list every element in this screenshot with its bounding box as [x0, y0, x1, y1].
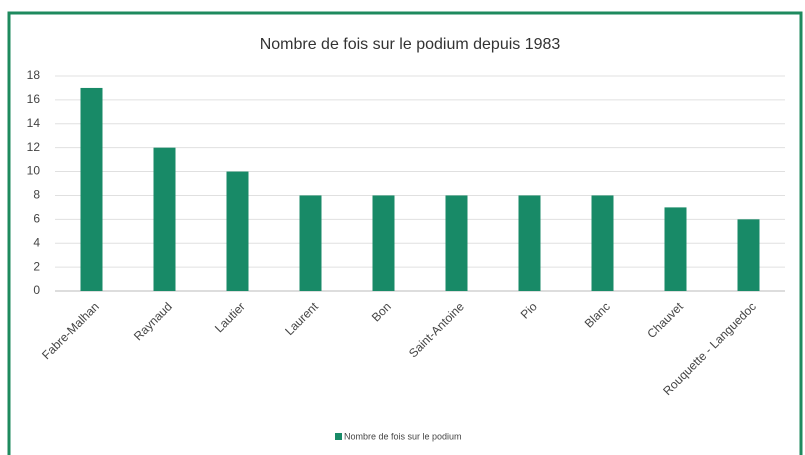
y-tick-label: 18	[27, 68, 41, 82]
chart-title: Nombre de fois sur le podium depuis 1983	[260, 36, 561, 53]
bar	[591, 195, 614, 291]
bar	[80, 87, 103, 291]
legend-swatch	[335, 433, 342, 440]
bar	[737, 219, 760, 291]
bar	[153, 147, 176, 291]
y-tick-label: 16	[27, 92, 41, 106]
y-tick-label: 4	[33, 235, 40, 249]
y-tick-label: 0	[33, 283, 40, 297]
y-tick-label: 2	[33, 259, 40, 273]
bar	[372, 195, 395, 291]
y-tick-label: 14	[27, 116, 41, 130]
legend-label: Nombre de fois sur le podium	[344, 431, 462, 441]
bar	[299, 195, 322, 291]
bar	[445, 195, 468, 291]
bar	[518, 195, 541, 291]
bar	[664, 207, 687, 291]
y-tick-label: 8	[33, 188, 40, 202]
bar	[226, 171, 249, 291]
y-tick-label: 12	[27, 140, 41, 154]
y-tick-label: 6	[33, 212, 40, 226]
y-tick-label: 10	[27, 164, 41, 178]
